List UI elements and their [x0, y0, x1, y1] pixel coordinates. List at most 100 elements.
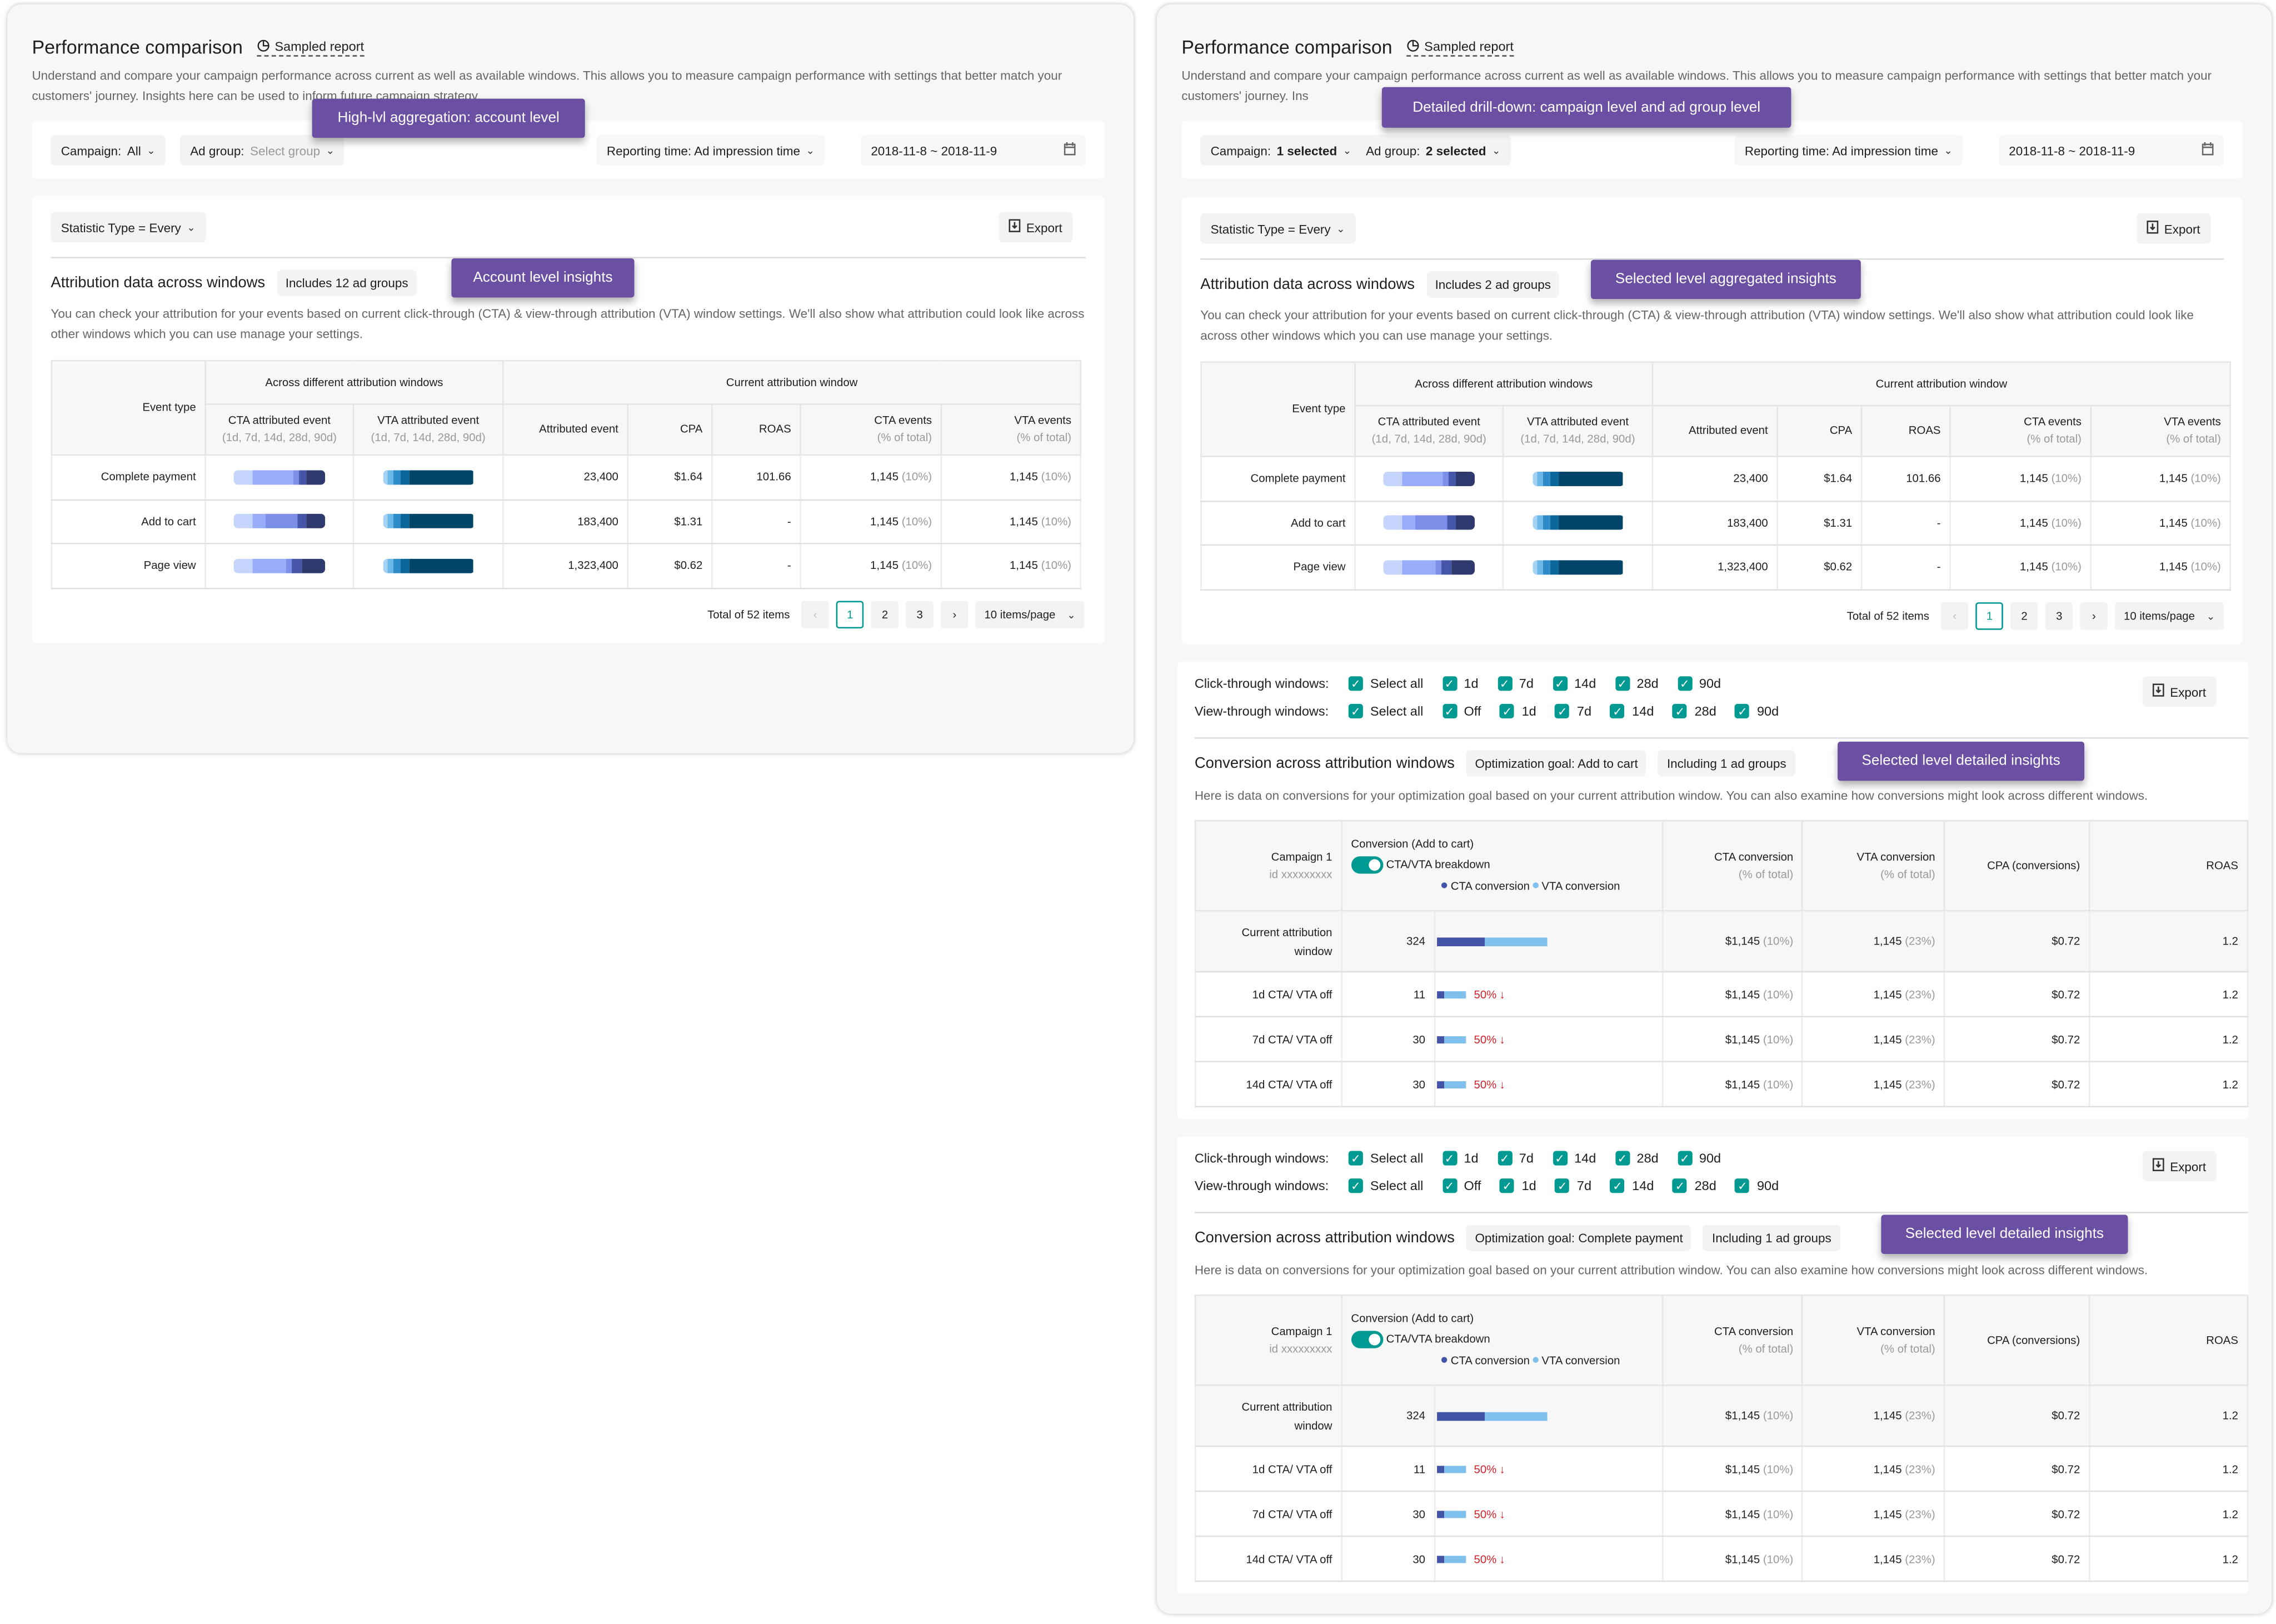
- cta-events-pct: (10%): [2051, 516, 2082, 529]
- table-row: Complete payment 23,400 $1.64 101.66 1,145 (…: [1200, 456, 2232, 502]
- pagination-prev-button[interactable]: ‹: [801, 601, 829, 629]
- cta-window-segment: [297, 514, 306, 529]
- change-indicator: 50% ↓: [1474, 1552, 1505, 1566]
- pagination-next-button[interactable]: ›: [941, 601, 969, 629]
- vta_events-header-sub: (% of total): [2166, 432, 2221, 446]
- attributed-event-cell: 23,400: [502, 454, 629, 500]
- checkbox-click-90d[interactable]: ✓ 90d: [1677, 676, 1721, 691]
- pagination-page-3[interactable]: 3: [906, 601, 934, 629]
- sampled-report-link[interactable]: Sampled report: [1406, 38, 1514, 56]
- section-description: You can check your attribution for your …: [1200, 307, 2194, 343]
- statistic-type-select[interactable]: Statistic Type = Every ⌄: [1200, 213, 1355, 244]
- vta-window-segment: [410, 469, 474, 484]
- items-per-page-select[interactable]: 10 items/page ⌄: [975, 601, 1085, 629]
- export-button[interactable]: Export: [2142, 676, 2217, 707]
- attributed-event-cell: 23,400: [1651, 456, 1778, 502]
- conversion-header: Conversion (Add to cart) CTA/VTA breakdo…: [1341, 1295, 1663, 1386]
- cta-window-segment: [253, 469, 293, 484]
- pagination-page-3[interactable]: 3: [2045, 602, 2073, 630]
- window-label-cell: 1d CTA/ VTA off: [1194, 1445, 1342, 1492]
- vta-window-segment: [1536, 559, 1543, 574]
- annotation-label: Selected level detailed insights: [1838, 741, 2085, 781]
- conversion-value-cell: 30: [1341, 1535, 1436, 1582]
- vta-conversion-segment: [1444, 1510, 1467, 1518]
- checkbox-click-1d[interactable]: ✓ 1d: [1442, 676, 1479, 691]
- date-range-picker[interactable]: 2018-11-8 ~ 2018-11-9: [1998, 134, 2224, 166]
- checkbox-click-1d[interactable]: ✓ 1d: [1442, 1151, 1479, 1166]
- event-type-cell: Complete payment: [1200, 456, 1356, 502]
- campaign-filter[interactable]: Campaign: All ⌄: [51, 134, 166, 166]
- breakdown-toggle-row: CTA/VTA breakdown: [1351, 1331, 1653, 1350]
- cta-window-bar: [1383, 471, 1475, 486]
- checkbox-view-14d[interactable]: ✓ 14d: [1610, 703, 1654, 719]
- chevron-down-icon: ⌄: [2206, 612, 2215, 622]
- checkbox-click-select-all[interactable]: ✓ Select all: [1348, 676, 1423, 691]
- export-button[interactable]: Export: [2142, 1151, 2217, 1182]
- statistic-type-select[interactable]: Statistic Type = Every ⌄: [51, 212, 206, 243]
- annotation-label: Detailed drill-down: campaign level and …: [1381, 87, 1791, 128]
- pagination-page-1[interactable]: 1: [1975, 602, 2004, 630]
- checkbox-view-select-all[interactable]: ✓ Select all: [1348, 1178, 1423, 1193]
- checkbox-click-90d[interactable]: ✓ 90d: [1677, 1151, 1721, 1166]
- reporting-time-select[interactable]: Reporting time: Ad impression time ⌄: [596, 134, 825, 166]
- checkbox-view-90d[interactable]: ✓ 90d: [1735, 703, 1779, 719]
- conversion-bar-wrap: 50% ↓: [1436, 1078, 1660, 1091]
- checkbox-click-14d[interactable]: ✓ 14d: [1552, 1151, 1596, 1166]
- legend-cta-label: CTA conversion: [1450, 1353, 1530, 1367]
- date-range-picker[interactable]: 2018-11-8 ~ 2018-11-9: [861, 134, 1086, 166]
- cta-conversion-sub: (% of total): [1738, 1341, 1794, 1355]
- roas-header-label: ROAS: [758, 422, 791, 436]
- checkbox-view-90d[interactable]: ✓ 90d: [1735, 1178, 1779, 1193]
- checkbox-click-7d[interactable]: ✓ 7d: [1497, 676, 1534, 691]
- section-divider: [1200, 258, 2224, 260]
- cta-vta-breakdown-toggle[interactable]: [1351, 1331, 1383, 1349]
- attributed-event-cell: 1,323,400: [1651, 544, 1778, 590]
- vta-conversion-cell: 1,145 (23%): [1801, 971, 1945, 1018]
- roas-cell: 1.2: [2088, 910, 2249, 973]
- checkbox-click-14d[interactable]: ✓ 14d: [1552, 676, 1596, 691]
- adgroup-filter[interactable]: Ad group: 2 selected ⌄: [1355, 134, 1511, 166]
- checkbox-view-1d[interactable]: ✓ 1d: [1500, 1178, 1536, 1193]
- checkbox-view-off[interactable]: ✓ Off: [1442, 1178, 1481, 1193]
- vta-window-bar: [1532, 471, 1624, 486]
- checkbox-view-7d[interactable]: ✓ 7d: [1555, 1178, 1591, 1193]
- pagination-prev-button[interactable]: ‹: [1940, 602, 1969, 630]
- pagination-page-2[interactable]: 2: [2010, 602, 2038, 630]
- checkbox-checked-icon: ✓: [1610, 703, 1625, 719]
- checkbox-checked-icon: ✓: [1348, 676, 1363, 691]
- cta-header-label: CTA attributed event: [228, 413, 331, 427]
- checkbox-click-7d[interactable]: ✓ 7d: [1497, 1151, 1534, 1166]
- campaign-filter[interactable]: Campaign: 1 selected ⌄: [1200, 134, 1362, 166]
- conversion-bar-wrap: 50% ↓: [1436, 1462, 1660, 1475]
- cta-conversion-pct: (10%): [1763, 987, 1794, 1001]
- pagination-page-2[interactable]: 2: [871, 601, 899, 629]
- cta-events-value: 1,145: [2019, 560, 2048, 574]
- vta-events-cell: 1,145 (10%): [940, 542, 1082, 589]
- checkbox-view-7d[interactable]: ✓ 7d: [1555, 703, 1591, 719]
- reporting-time-select[interactable]: Reporting time: Ad impression time ⌄: [1734, 134, 1963, 166]
- sampled-report-link[interactable]: Sampled report: [257, 38, 365, 56]
- vta-conversion-value: 1,145: [1873, 935, 1902, 948]
- checkbox-view-28d[interactable]: ✓ 28d: [1673, 1178, 1716, 1193]
- checkbox-view-select-all[interactable]: ✓ Select all: [1348, 703, 1423, 719]
- checkbox-view-off[interactable]: ✓ Off: [1442, 703, 1481, 719]
- export-button[interactable]: Export: [2137, 213, 2210, 244]
- checkbox-click-28d[interactable]: ✓ 28d: [1615, 676, 1659, 691]
- cpa-cell: $1.31: [1776, 499, 1863, 546]
- checkbox-view-28d[interactable]: ✓ 28d: [1673, 703, 1716, 719]
- pagination-next-button[interactable]: ›: [2080, 602, 2108, 630]
- checkbox-view-1d[interactable]: ✓ 1d: [1500, 703, 1536, 719]
- section-divider: [51, 257, 1086, 258]
- cta-conversion-pct: (10%): [1763, 1032, 1794, 1046]
- vta-window-segment: [410, 558, 474, 573]
- items-per-page-select[interactable]: 10 items/page ⌄: [2115, 602, 2224, 630]
- checkbox-click-select-all[interactable]: ✓ Select all: [1348, 1151, 1423, 1166]
- cta-vta-breakdown-toggle[interactable]: [1351, 857, 1383, 875]
- export-button[interactable]: Export: [999, 212, 1073, 243]
- vta-windows-cell: [352, 498, 504, 544]
- adgroup-filter[interactable]: Ad group: Select group ⌄: [179, 134, 345, 166]
- checkbox-click-28d[interactable]: ✓ 28d: [1615, 1151, 1659, 1166]
- pagination-page-1[interactable]: 1: [836, 601, 864, 629]
- checkbox-view-14d[interactable]: ✓ 14d: [1610, 1178, 1654, 1193]
- cta-header: CTA attributed event (1d, 7d, 14d, 28d, 9…: [204, 403, 355, 456]
